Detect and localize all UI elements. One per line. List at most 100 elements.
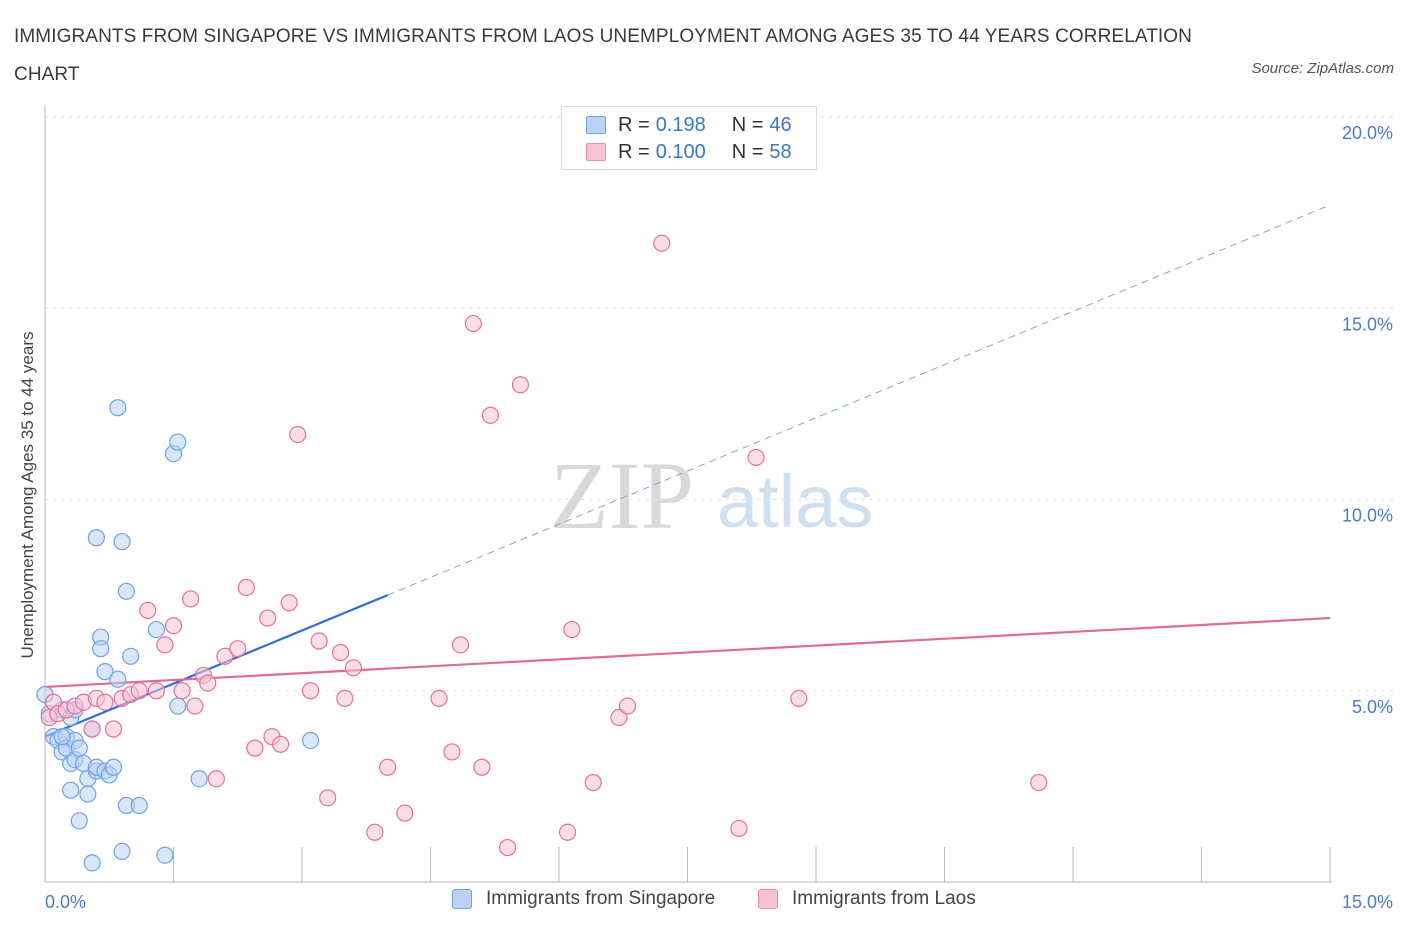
point-laos <box>83 720 101 738</box>
watermark-atlas: atlas <box>717 460 873 543</box>
point-laos <box>310 632 328 650</box>
point-laos <box>237 578 255 597</box>
point-laos <box>259 609 277 627</box>
axes <box>44 105 1332 883</box>
x-tick-label: 0.0% <box>45 892 86 912</box>
legend-swatch-laos <box>586 143 606 161</box>
point-singapore <box>53 728 71 746</box>
point-laos <box>344 659 362 677</box>
point-laos <box>790 689 808 708</box>
point-laos <box>229 640 247 658</box>
point-laos <box>366 823 384 841</box>
series-swatch-laos <box>758 889 778 909</box>
legend-n-value: 58 <box>769 140 792 163</box>
point-singapore <box>109 399 127 417</box>
series-legend-laos: Immigrants from Laos <box>758 888 976 910</box>
legend-r-value: 0.100 <box>655 140 706 163</box>
point-singapore <box>104 758 123 776</box>
point-laos <box>747 448 765 467</box>
point-laos <box>199 674 217 692</box>
trend-extension-singapore <box>387 204 1331 596</box>
point-laos <box>301 682 320 700</box>
point-laos <box>271 735 290 753</box>
legend-n-label: N = <box>731 113 764 136</box>
point-laos <box>104 720 123 738</box>
point-singapore <box>122 647 140 665</box>
point-laos <box>653 234 671 252</box>
tick-labels: 5.0% 10.0% 15.0% 20.0% 0.0% 15.0% <box>45 123 1393 912</box>
trend-line-singapore <box>44 594 389 738</box>
y-tick-label: 20.0% <box>1342 123 1393 143</box>
legend-n-label: N = <box>731 140 764 163</box>
point-singapore <box>87 529 106 547</box>
point-laos <box>730 819 748 838</box>
point-laos <box>511 376 530 394</box>
y-tick-label: 15.0% <box>1342 314 1393 334</box>
point-singapore <box>79 785 97 803</box>
legend-r-label: R = <box>618 140 650 163</box>
point-laos <box>473 758 491 776</box>
point-laos <box>280 594 298 612</box>
point-singapore <box>130 796 148 815</box>
point-laos <box>96 693 114 711</box>
x-tick-label: 15.0% <box>1342 892 1393 912</box>
point-laos <box>289 425 307 444</box>
point-laos <box>563 620 581 639</box>
y-tick-label: 5.0% <box>1352 697 1393 717</box>
legend-r-value: 0.198 <box>655 113 706 136</box>
legend-r-label: R = <box>618 113 650 136</box>
series-label-singapore: Immigrants from Singapore <box>486 888 716 909</box>
point-laos <box>164 617 183 635</box>
y-tick-label: 10.0% <box>1342 506 1393 526</box>
point-laos <box>584 773 602 792</box>
point-laos <box>481 406 500 424</box>
point-singapore <box>70 739 88 757</box>
point-laos <box>336 689 354 708</box>
point-laos <box>319 789 337 807</box>
point-laos <box>451 636 470 654</box>
point-laos <box>139 601 157 620</box>
legend-swatch-singapore <box>586 116 606 134</box>
point-singapore <box>156 846 174 864</box>
point-laos <box>618 697 637 715</box>
point-laos <box>443 743 461 761</box>
point-laos <box>147 682 165 700</box>
point-singapore <box>117 582 135 600</box>
point-singapore <box>92 640 110 658</box>
point-singapore <box>83 854 101 872</box>
legend-n-value: 46 <box>769 113 792 136</box>
series-swatch-singapore <box>452 889 472 909</box>
point-laos <box>173 682 191 700</box>
point-laos <box>379 758 397 776</box>
source-label: Source: ZipAtlas.com <box>1251 60 1394 77</box>
point-laos <box>216 647 234 665</box>
series-legend-singapore: Immigrants from Singapore <box>452 888 715 910</box>
point-singapore <box>113 842 131 861</box>
point-laos <box>186 697 204 715</box>
legend-row-singapore: R = 0.198 N = 46 <box>586 112 792 138</box>
correlation-legend: R = 0.198 N = 46 R = 0.100 N = 58 <box>561 106 817 170</box>
point-laos <box>130 682 148 700</box>
trend-line-laos <box>44 616 1331 689</box>
point-singapore <box>113 532 131 551</box>
trend-lines <box>44 204 1331 738</box>
legend-row-laos: R = 0.100 N = 58 <box>586 139 792 165</box>
point-singapore <box>301 731 320 750</box>
point-laos <box>558 823 577 841</box>
point-laos <box>610 708 628 727</box>
point-singapore <box>169 697 187 715</box>
point-laos <box>1030 773 1048 792</box>
point-singapore <box>190 770 208 788</box>
point-laos <box>207 770 225 788</box>
point-singapore <box>147 620 165 639</box>
series-legend: Immigrants from Singapore Immigrants fro… <box>0 888 1406 918</box>
point-laos <box>156 636 174 654</box>
point-laos <box>396 804 414 822</box>
point-singapore <box>109 670 127 688</box>
chart-title: IMMIGRANTS FROM SINGAPORE VS IMMIGRANTS … <box>14 26 1193 85</box>
point-singapore <box>169 433 187 451</box>
point-laos <box>430 689 448 708</box>
watermark-zip: ZIP <box>550 442 694 549</box>
series-label-laos: Immigrants from Laos <box>792 888 976 909</box>
